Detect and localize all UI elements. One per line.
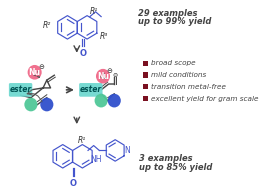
Text: mild conditions: mild conditions <box>151 72 206 78</box>
Text: ⊖: ⊖ <box>107 68 112 74</box>
Text: ⊖: ⊖ <box>38 64 44 70</box>
Text: ester: ester <box>80 85 102 94</box>
Text: O: O <box>70 179 77 188</box>
Circle shape <box>28 65 42 80</box>
Text: Nu: Nu <box>97 72 109 81</box>
Circle shape <box>94 94 108 108</box>
Circle shape <box>40 98 53 111</box>
Circle shape <box>24 98 37 111</box>
Text: ⊖: ⊖ <box>112 73 118 78</box>
Text: NH: NH <box>90 155 101 164</box>
Text: N: N <box>124 146 130 155</box>
Text: Nu: Nu <box>29 68 41 77</box>
Text: R¹: R¹ <box>77 136 86 145</box>
Bar <box>143 72 148 78</box>
FancyBboxPatch shape <box>9 83 32 97</box>
Text: excellent yield for gram scale: excellent yield for gram scale <box>151 96 258 102</box>
Bar <box>143 96 148 101</box>
Text: up to 85% yield: up to 85% yield <box>138 163 212 172</box>
Text: ester: ester <box>9 85 32 94</box>
Text: R³: R³ <box>100 32 109 41</box>
Text: transition metal-free: transition metal-free <box>151 84 226 90</box>
FancyBboxPatch shape <box>79 83 102 97</box>
Text: broad scope: broad scope <box>151 60 195 67</box>
Bar <box>143 60 148 66</box>
Circle shape <box>96 69 110 84</box>
Text: 29 examples: 29 examples <box>138 9 197 18</box>
Circle shape <box>108 94 121 108</box>
Text: O: O <box>79 49 86 58</box>
Text: R²: R² <box>43 21 52 30</box>
Text: 3 examples: 3 examples <box>138 154 192 163</box>
Bar <box>143 84 148 89</box>
Text: R¹: R¹ <box>90 7 98 16</box>
Text: up to 99% yield: up to 99% yield <box>138 17 211 26</box>
